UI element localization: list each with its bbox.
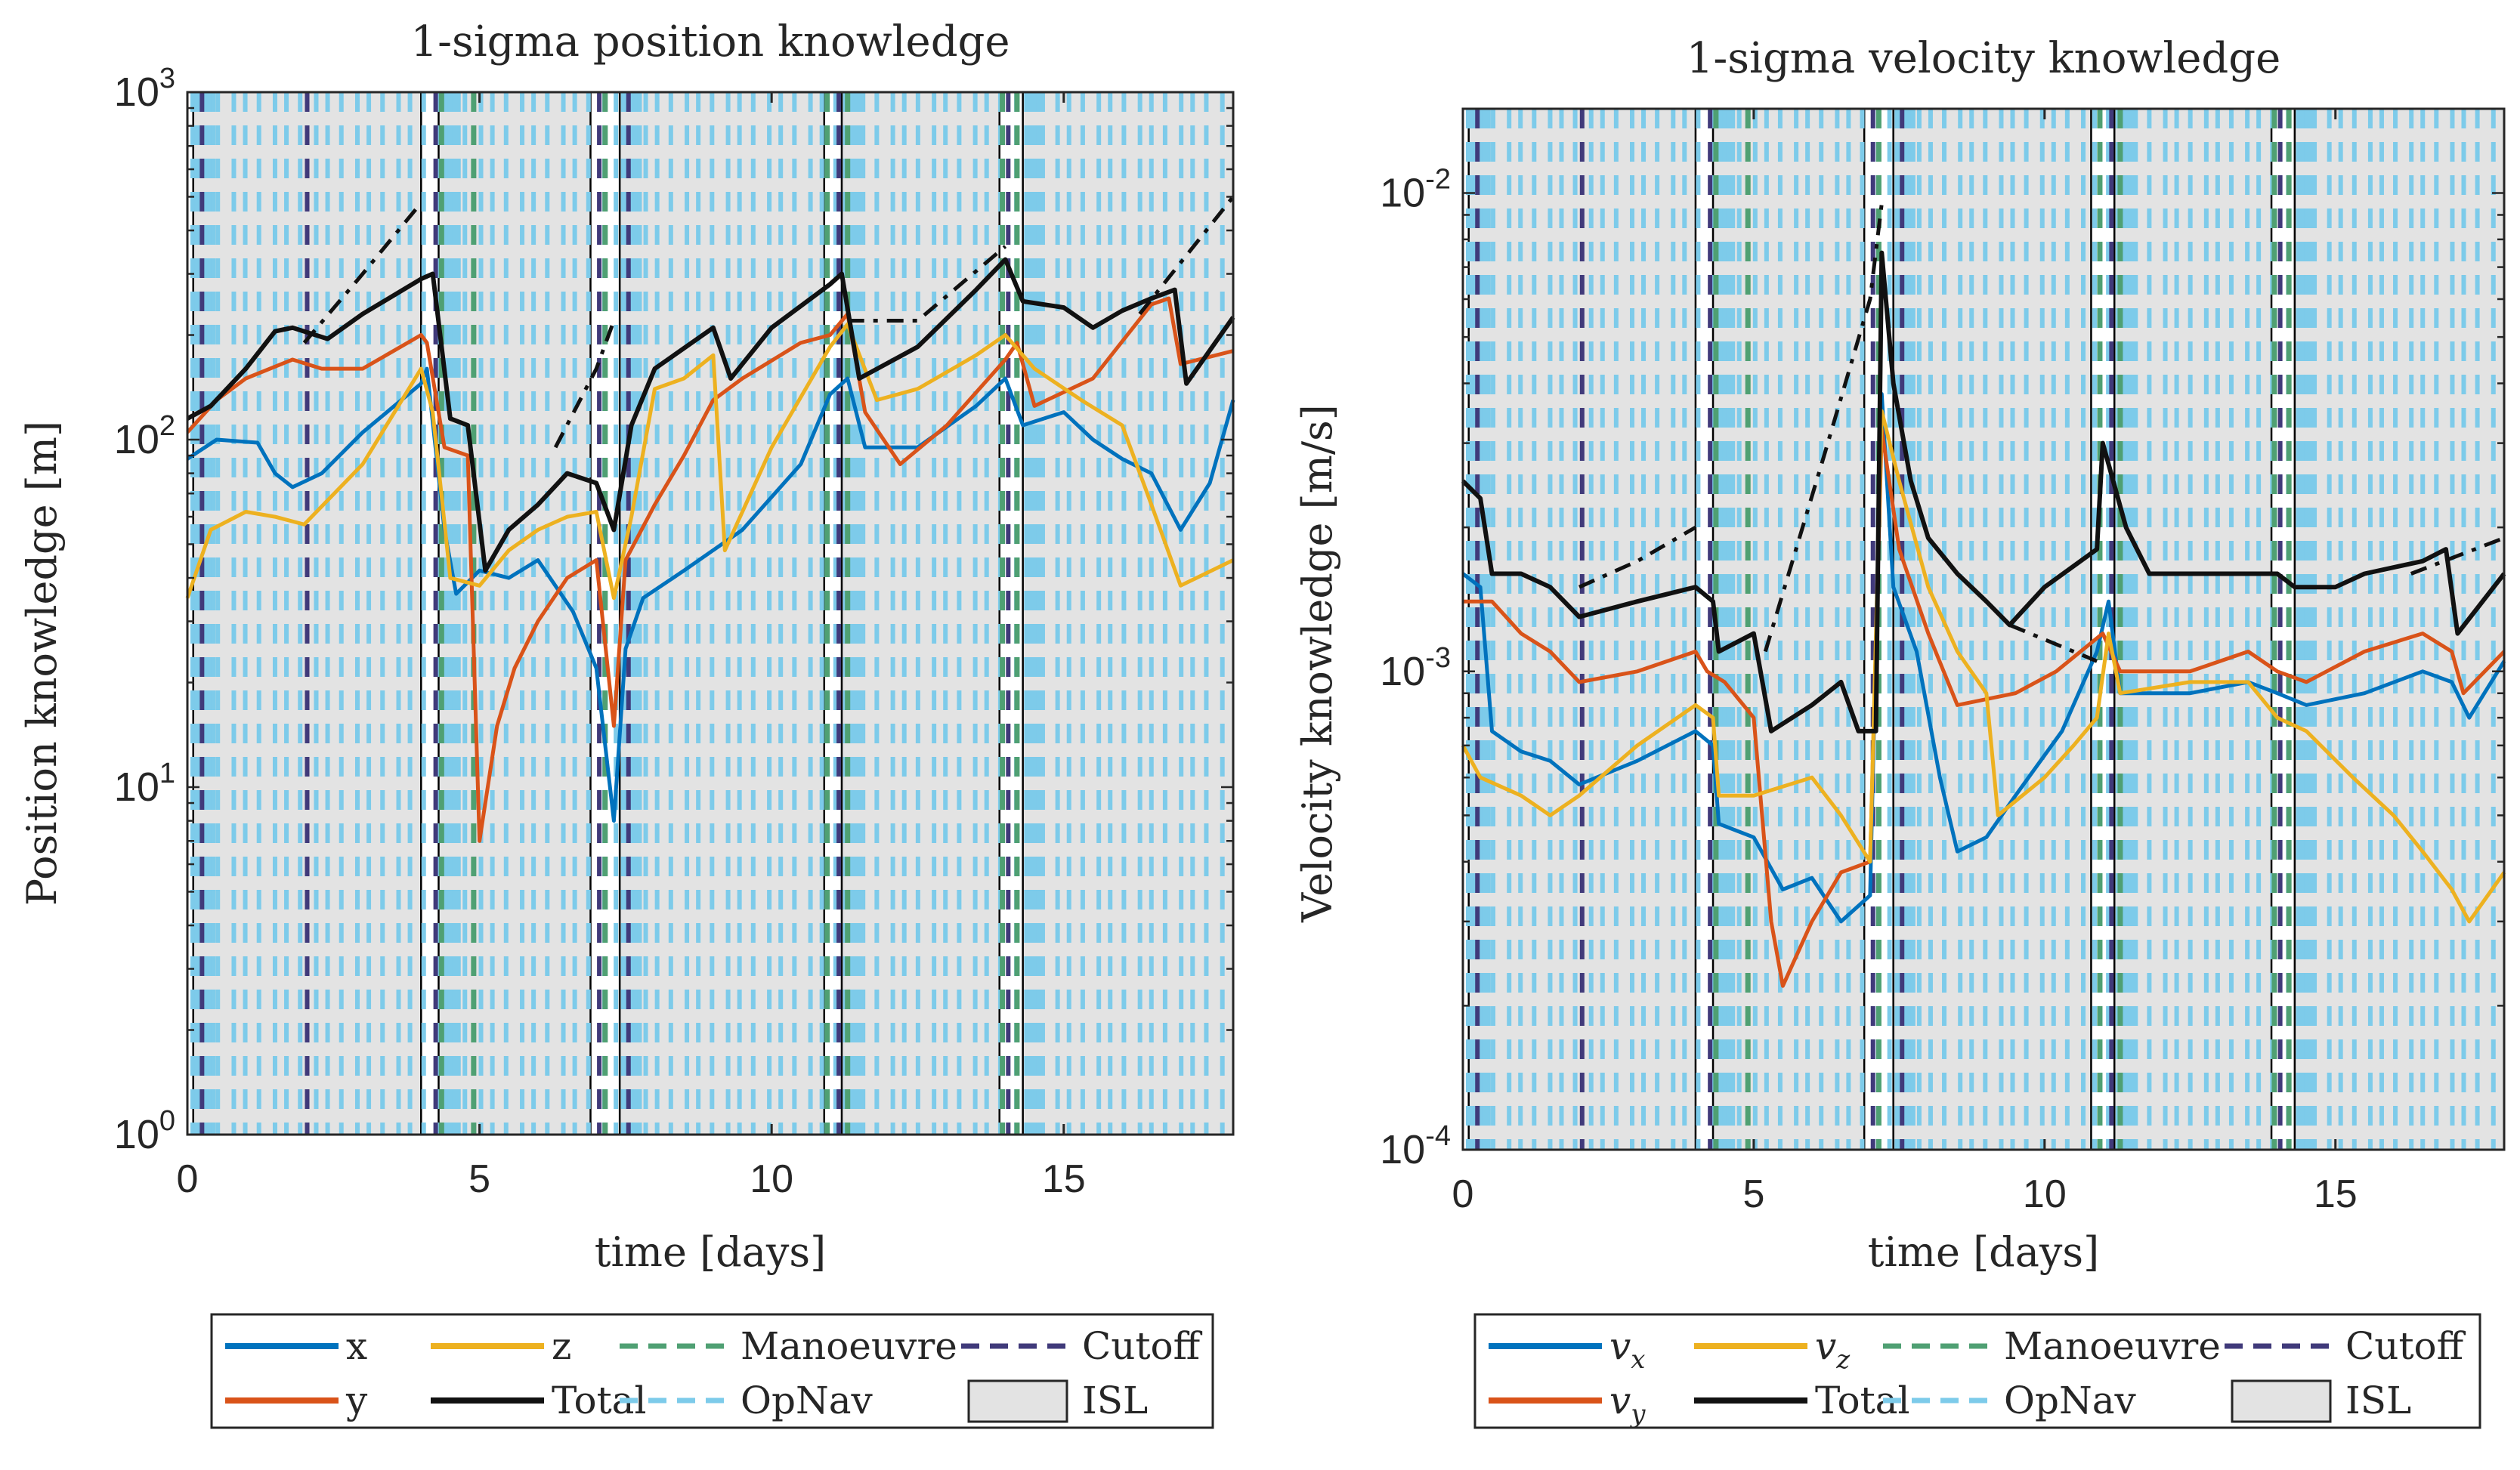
- y-tick-label: 101: [114, 758, 175, 810]
- isl-window: [438, 91, 592, 1136]
- position-chart: 1-sigma position knowledge time [days] P…: [18, 17, 1235, 1276]
- y-tick-label: 100: [114, 1105, 175, 1157]
- position-plot-area: 0 5 10 15 100 101 102 103: [114, 63, 1235, 1201]
- y-tick-label: 10-3: [1380, 642, 1451, 694]
- legend-label: ISL: [1082, 1379, 1148, 1422]
- legend-label: z: [552, 1324, 571, 1368]
- series-line-total: [1461, 250, 2506, 733]
- series-line-total-no-isl-3: [2008, 623, 2098, 663]
- isl-window: [840, 91, 1000, 1136]
- series-line-total-no-isl-3: [847, 245, 1007, 323]
- x-tick-label: 15: [2314, 1172, 2358, 1216]
- isl-window: [2293, 107, 2506, 1151]
- legend-entry-manoeuvre: Manoeuvre: [620, 1324, 957, 1368]
- x-tick-label: 0: [177, 1157, 199, 1201]
- legend-swatch: [2231, 1379, 2332, 1423]
- isl-window: [2113, 107, 2273, 1151]
- velocity-chart-xlabel: time [days]: [1868, 1228, 2099, 1276]
- legend-entry-v-y: vy: [1489, 1379, 1646, 1429]
- velocity-plot-area: 0 5 10 15 10-4 10-3 10-2: [1380, 107, 2506, 1216]
- legend-label: ISL: [2345, 1379, 2411, 1422]
- legend-label: x: [346, 1324, 367, 1368]
- legend-label: vz: [1815, 1324, 1851, 1375]
- legend-entry-isl: ISL: [967, 1379, 1148, 1423]
- legend-entry-y: y: [225, 1379, 368, 1422]
- legend-entry-opnav: OpNav: [620, 1379, 873, 1422]
- velocity-chart-title: 1-sigma velocity knowledge: [1687, 34, 2281, 83]
- series-line-total-no-isl-2: [1763, 203, 1884, 653]
- y-tick-label: 102: [114, 410, 175, 462]
- series-line-v-z: [1461, 409, 2506, 924]
- legend-entry-z: z: [431, 1324, 571, 1368]
- position-axes-box: [186, 91, 1235, 1136]
- legend-label: OpNav: [741, 1379, 873, 1422]
- isl-window: [192, 91, 422, 1136]
- y-tick-label: 103: [114, 63, 175, 115]
- legend-label: vx: [1609, 1324, 1645, 1375]
- series-line-total-no-isl-2: [553, 320, 616, 449]
- legend-entry-cutoff: Cutoff: [2225, 1324, 2466, 1368]
- legend-label: Manoeuvre: [741, 1324, 957, 1368]
- series-line-x: [186, 366, 1235, 823]
- series-line-total-no-isl-: [302, 202, 423, 344]
- legend-entry-opnav: OpNav: [1883, 1379, 2137, 1422]
- series-line-v-x: [1461, 392, 2506, 924]
- legend-entry-x: x: [225, 1324, 367, 1368]
- isl-window: [1711, 107, 1866, 1151]
- y-tick-label: 10-4: [1380, 1120, 1451, 1172]
- series-line-z: [185, 322, 1235, 601]
- legend-label: vy: [1609, 1379, 1646, 1429]
- legend-label: Cutoff: [2345, 1324, 2466, 1368]
- position-chart-title: 1-sigma position knowledge: [410, 17, 1010, 66]
- series-line-total: [186, 257, 1235, 573]
- isl-window: [618, 91, 826, 1136]
- legend-label: Cutoff: [1082, 1324, 1203, 1368]
- legend-label: Manoeuvre: [2004, 1324, 2221, 1368]
- isl-window: [1892, 107, 2092, 1151]
- x-tick-label: 10: [2023, 1172, 2067, 1216]
- y-tick-label: 10-2: [1380, 164, 1451, 216]
- x-tick-label: 15: [1042, 1157, 1086, 1201]
- legend-entry-manoeuvre: Manoeuvre: [1883, 1324, 2221, 1368]
- legend-label: y: [345, 1379, 368, 1422]
- x-tick-label: 5: [468, 1157, 490, 1201]
- legend-entry-cutoff: Cutoff: [961, 1324, 1203, 1368]
- legend-swatch: [967, 1379, 1068, 1423]
- x-tick-label: 5: [1742, 1172, 1764, 1216]
- isl-window: [1467, 107, 1697, 1151]
- legend-entry-v-z: vz: [1694, 1324, 1851, 1375]
- series-line-total-no-isl-: [1578, 525, 1697, 589]
- legend-entry-v-x: vx: [1489, 1324, 1645, 1375]
- velocity-chart-ylabel: Velocity knowledge [m/s]: [1294, 404, 1341, 923]
- series-line-total-no-isl-4: [1138, 195, 1235, 316]
- series-line-total-no-isl-4: [2410, 536, 2505, 576]
- series-line-v-y: [1463, 428, 2506, 988]
- velocity-chart: 1-sigma velocity knowledge time [days] V…: [1294, 34, 2506, 1276]
- legend-entry-isl: ISL: [2231, 1379, 2411, 1423]
- x-tick-label: 10: [750, 1157, 793, 1201]
- isl-window: [1022, 91, 1235, 1136]
- velocity-axes-box: [1461, 107, 2506, 1151]
- position-chart-ylabel: Position knowledge [m]: [18, 421, 66, 906]
- legend-label: OpNav: [2004, 1379, 2137, 1422]
- position-chart-xlabel: time [days]: [595, 1228, 826, 1276]
- x-tick-label: 0: [1452, 1172, 1474, 1216]
